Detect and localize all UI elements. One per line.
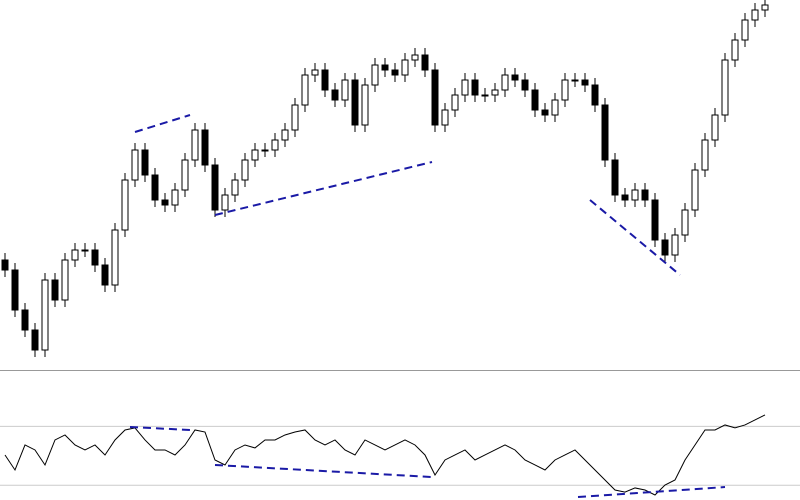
candle-body <box>71 249 79 261</box>
candle-body <box>441 109 449 126</box>
candle-body <box>191 129 199 161</box>
candle-body <box>351 79 359 126</box>
candle-body <box>381 64 389 71</box>
candle-body <box>171 189 179 206</box>
candle-body <box>661 239 669 256</box>
candle-body <box>761 4 769 11</box>
candle-body <box>691 169 699 211</box>
candle-body <box>361 84 369 126</box>
candle-body <box>181 159 189 191</box>
candle-body <box>331 89 339 101</box>
candle-body <box>111 229 119 286</box>
trend-line <box>134 114 191 133</box>
candle-body <box>521 79 529 91</box>
candle-body <box>61 259 69 301</box>
candle-body <box>391 69 399 76</box>
candle-body <box>471 79 479 96</box>
candle-body <box>141 149 149 176</box>
trend-line <box>214 161 433 216</box>
candle-body <box>101 264 109 286</box>
candle-body <box>371 64 379 86</box>
rsi-line <box>4 414 766 496</box>
candle-body <box>81 249 89 252</box>
candle-body <box>611 159 619 196</box>
candle-body <box>401 59 409 76</box>
candle-body <box>91 249 99 266</box>
trend-line <box>214 463 433 479</box>
candle-body <box>411 54 419 61</box>
candle-body <box>631 189 639 201</box>
candle-body <box>681 209 689 236</box>
trend-line <box>589 199 681 276</box>
candle-body <box>211 164 219 211</box>
candle-body <box>451 94 459 111</box>
candle-body <box>261 149 269 152</box>
candle-body <box>151 174 159 201</box>
candle-body <box>1 259 9 271</box>
candle-body <box>131 149 139 181</box>
candle-body <box>41 279 49 351</box>
candle-body <box>501 74 509 91</box>
candle-body <box>551 99 559 116</box>
candle-body <box>251 149 259 161</box>
candle-body <box>591 84 599 106</box>
candle-body <box>641 189 649 201</box>
candle-body <box>121 179 129 231</box>
candle-body <box>721 59 729 116</box>
candle-body <box>431 69 439 126</box>
trend-line <box>577 486 726 499</box>
candle-body <box>11 269 19 311</box>
candle-body <box>561 79 569 101</box>
candle-body <box>701 139 709 171</box>
candle-body <box>341 79 349 101</box>
candle-body <box>301 74 309 106</box>
candle-body <box>601 104 609 161</box>
trend-line <box>129 426 191 431</box>
candle-body <box>21 309 29 331</box>
candle-body <box>671 234 679 256</box>
candle-body <box>481 94 489 97</box>
candle-body <box>201 129 209 166</box>
candle-body <box>291 104 299 131</box>
candle-body <box>271 139 279 151</box>
candle-body <box>751 9 759 21</box>
candle-body <box>731 39 739 61</box>
candle-body <box>491 89 499 96</box>
candle-body <box>461 79 469 96</box>
candle-body <box>511 74 519 81</box>
candle-body <box>51 279 59 301</box>
candle-body <box>741 19 749 41</box>
candle-body <box>221 194 229 211</box>
candle-body <box>581 79 589 86</box>
candle-body <box>311 69 319 76</box>
candle-body <box>231 179 239 196</box>
candle-body <box>571 79 579 82</box>
candle-body <box>531 89 539 111</box>
candle-body <box>541 109 549 116</box>
candle-body <box>621 194 629 201</box>
candle-body <box>31 329 39 351</box>
candle-body <box>711 114 719 141</box>
candle-body <box>161 199 169 206</box>
candle-body <box>321 69 329 91</box>
candle-body <box>281 129 289 141</box>
candle-body <box>241 159 249 181</box>
candle-body <box>651 199 659 241</box>
candle-body <box>421 54 429 71</box>
